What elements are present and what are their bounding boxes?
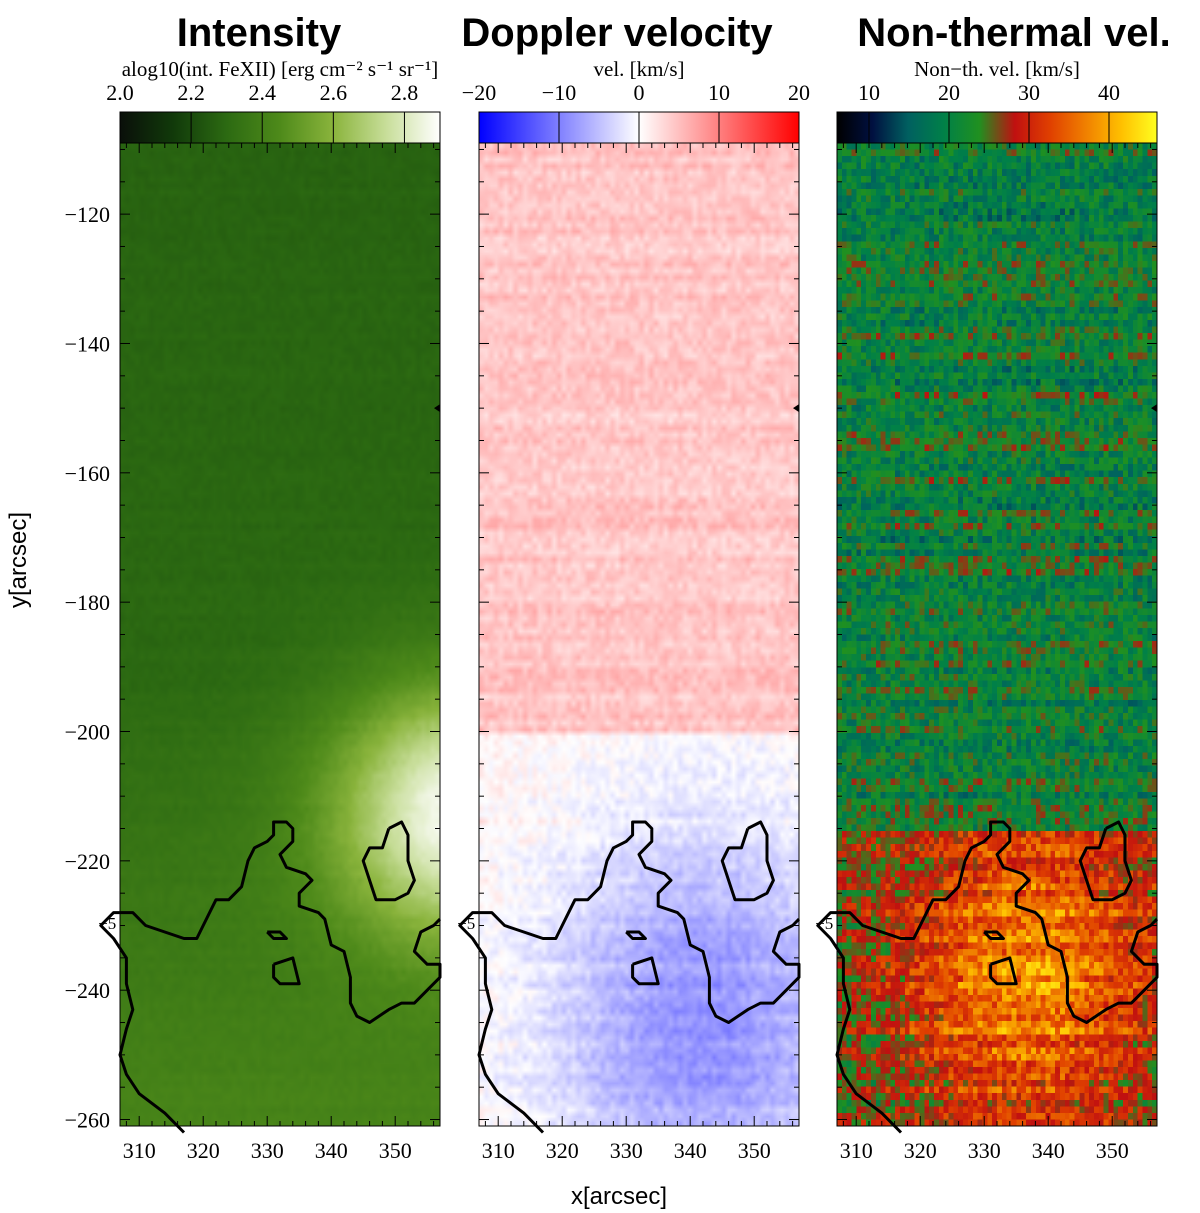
contour-tiny-blob (266, 930, 288, 940)
x-tick-label: 310 (482, 1138, 515, 1163)
x-tick-label: 320 (187, 1138, 220, 1163)
contour-tiny-blob (983, 930, 1005, 940)
x-tick-label: 320 (904, 1138, 937, 1163)
x-tick-label: 330 (251, 1138, 284, 1163)
x-tick-label: 320 (546, 1138, 579, 1163)
contour-main-region (458, 820, 801, 1134)
contour-label: −5 (98, 914, 116, 933)
colorbar-tick-label: 2.8 (391, 80, 419, 105)
y-tick-label: −240 (65, 978, 110, 1003)
colorbar-tick-label: 30 (1018, 80, 1040, 105)
colorbar-tick-label: 10 (858, 80, 880, 105)
colorbar-label-intensity: alog10(int. FeXII) [erg cm⁻² s⁻¹ sr⁻¹] (122, 57, 439, 81)
contour-small-loop (989, 956, 1018, 986)
x-tick-label: 350 (738, 1138, 771, 1163)
x-tick-label: 310 (123, 1138, 156, 1163)
colorbar-tick-label: 0 (634, 80, 645, 105)
y-tick-label: −200 (65, 720, 110, 745)
colorbar-tick-label: −10 (542, 80, 576, 105)
x-tick-label: 330 (968, 1138, 1001, 1163)
heatmap-doppler (479, 143, 799, 1126)
x-axis-label: x[arcsec] (571, 1183, 667, 1210)
contour-upper-right-loop (361, 820, 416, 902)
colorbar-nonthermal (836, 111, 1158, 144)
y-tick-label: −160 (65, 461, 110, 486)
colorbar-tick-label: 2.0 (106, 80, 134, 105)
y-tick-label: −220 (65, 849, 110, 874)
panel-title-intensity: Intensity (177, 11, 342, 55)
contour-tiny-blob (625, 930, 647, 940)
contour-main-region (816, 820, 1159, 1134)
contour-small-loop (272, 956, 301, 986)
colorbar-intensity (119, 111, 441, 144)
y-tick-label: −260 (65, 1108, 110, 1133)
y-tick-label: −120 (65, 202, 110, 227)
colorbar-tick-label: 2.6 (320, 80, 348, 105)
x-tick-label: 340 (315, 1138, 348, 1163)
colorbar-label-nonthermal: Non−th. vel. [km/s] (914, 57, 1080, 81)
contour-main-region (99, 820, 442, 1134)
x-tick-label: 340 (1032, 1138, 1065, 1163)
colorbar-tick-label: 20 (938, 80, 960, 105)
heatmap-nonthermal (837, 143, 1157, 1126)
contour-upper-right-loop (720, 820, 775, 902)
y-axis-label: y[arcsec] (5, 512, 32, 608)
y-tick-label: −180 (65, 590, 110, 615)
x-tick-label: 350 (379, 1138, 412, 1163)
colorbar-tick-label: 40 (1098, 80, 1120, 105)
contour-label: −5 (457, 914, 475, 933)
x-tick-label: 340 (674, 1138, 707, 1163)
edge-marker (434, 404, 440, 413)
contour-small-loop (631, 956, 660, 986)
panel-title-doppler: Doppler velocity (461, 11, 773, 55)
edge-marker (1151, 404, 1157, 413)
colorbar-label-doppler: vel. [km/s] (594, 57, 685, 81)
panel-title-nonthermal: Non-thermal vel. (857, 11, 1170, 55)
colorbar-tick-label: 2.2 (177, 80, 205, 105)
colorbar-tick-label: 2.4 (248, 80, 276, 105)
colorbar-tick-label: −20 (462, 80, 496, 105)
panels: 2.0 2.2 2.4 2.6 2.8 310 320 330 340 350 −120 −140 −1… (65, 80, 1159, 1163)
contour-label: −5 (815, 914, 833, 933)
x-tick-label: 310 (840, 1138, 873, 1163)
colorbar-tick-label: 10 (708, 80, 730, 105)
contour-upper-right-loop (1078, 820, 1133, 902)
heatmap-intensity (120, 143, 440, 1126)
y-tick-label: −140 (65, 331, 110, 356)
x-tick-label: 330 (610, 1138, 643, 1163)
x-tick-label: 350 (1096, 1138, 1129, 1163)
edge-marker (793, 404, 799, 413)
colorbar-tick-label: 20 (788, 80, 810, 105)
